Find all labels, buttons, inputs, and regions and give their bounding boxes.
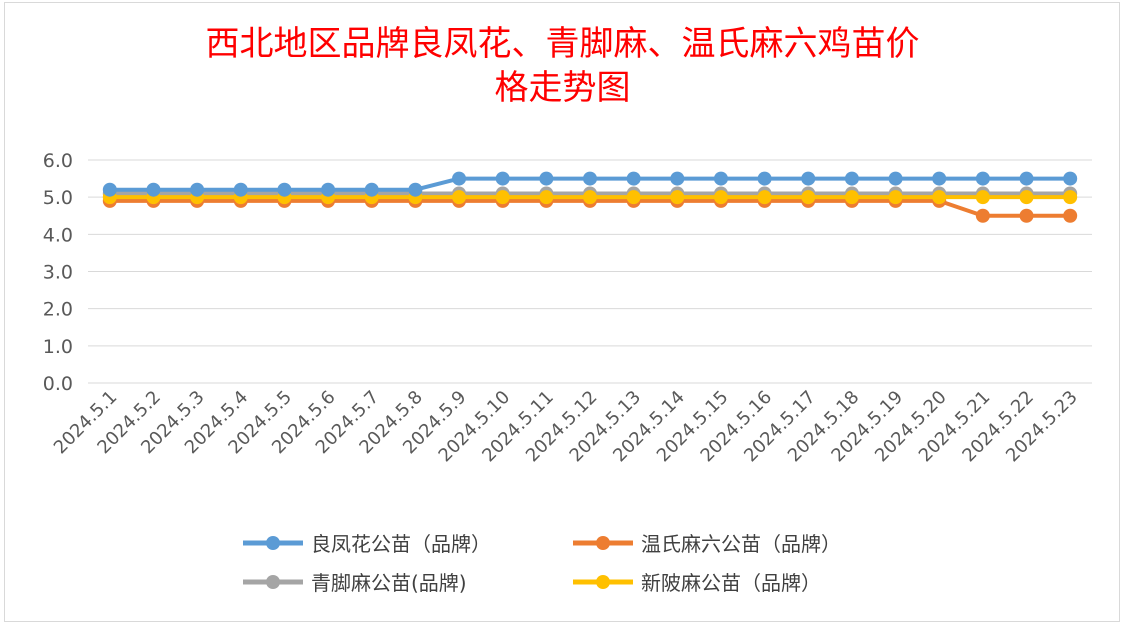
data-point xyxy=(1063,208,1078,223)
data-point xyxy=(932,171,947,186)
data-point xyxy=(190,182,205,197)
legend-marker xyxy=(266,536,280,550)
data-point xyxy=(1063,171,1078,186)
data-point xyxy=(321,182,336,197)
data-point xyxy=(495,171,510,186)
data-point xyxy=(888,190,903,205)
data-point xyxy=(975,171,990,186)
data-point xyxy=(757,171,772,186)
chart-title-line-2: 格走势图 xyxy=(494,68,631,108)
legend-label: 新陂麻公苗（品牌） xyxy=(641,571,821,595)
data-point xyxy=(102,182,117,197)
legend-label: 良凤花公苗（品牌） xyxy=(311,532,491,556)
data-point xyxy=(233,182,248,197)
y-tick-label: 5.0 xyxy=(43,187,73,209)
chart-title: 西北地区品牌良凤花、青脚麻、温氏麻六鸡苗价 格走势图 xyxy=(0,22,1125,110)
chart-title-line-1: 西北地区品牌良凤花、青脚麻、温氏麻六鸡苗价 xyxy=(205,24,920,64)
data-point xyxy=(932,190,947,205)
data-point xyxy=(713,171,728,186)
data-point xyxy=(583,190,597,205)
y-tick-label: 0.0 xyxy=(43,373,73,395)
y-tick-label: 3.0 xyxy=(43,262,73,284)
data-point xyxy=(1019,171,1034,186)
y-tick-label: 4.0 xyxy=(43,224,73,246)
legend-label: 青脚麻公苗(品牌) xyxy=(311,571,467,595)
data-point xyxy=(146,182,161,197)
legend-marker xyxy=(596,536,610,550)
data-point xyxy=(713,190,728,205)
data-point xyxy=(539,190,554,205)
data-point xyxy=(583,171,597,186)
chart-area[interactable] xyxy=(4,2,1120,622)
data-point xyxy=(364,182,379,197)
data-point xyxy=(975,190,990,205)
y-tick-label: 6.0 xyxy=(43,150,73,172)
data-point xyxy=(888,171,903,186)
data-point xyxy=(801,190,816,205)
data-point xyxy=(626,171,641,186)
data-point xyxy=(408,182,423,197)
legend-marker xyxy=(266,575,280,589)
legend-label: 温氏麻六公苗（品牌） xyxy=(641,532,841,556)
data-point xyxy=(452,171,467,186)
data-point xyxy=(1063,190,1078,205)
data-point xyxy=(975,208,990,223)
data-point xyxy=(1019,208,1034,223)
data-point xyxy=(844,171,859,186)
legend-marker xyxy=(596,575,610,589)
data-point xyxy=(626,190,641,205)
data-point xyxy=(539,171,554,186)
data-point xyxy=(452,190,467,205)
y-tick-label: 2.0 xyxy=(43,299,73,321)
data-point xyxy=(277,182,292,197)
data-point xyxy=(670,171,685,186)
data-point xyxy=(757,190,772,205)
data-point xyxy=(495,190,510,205)
data-point xyxy=(801,171,816,186)
data-point xyxy=(844,190,859,205)
data-point xyxy=(670,190,685,205)
data-point xyxy=(1019,190,1034,205)
y-tick-label: 1.0 xyxy=(43,336,73,358)
